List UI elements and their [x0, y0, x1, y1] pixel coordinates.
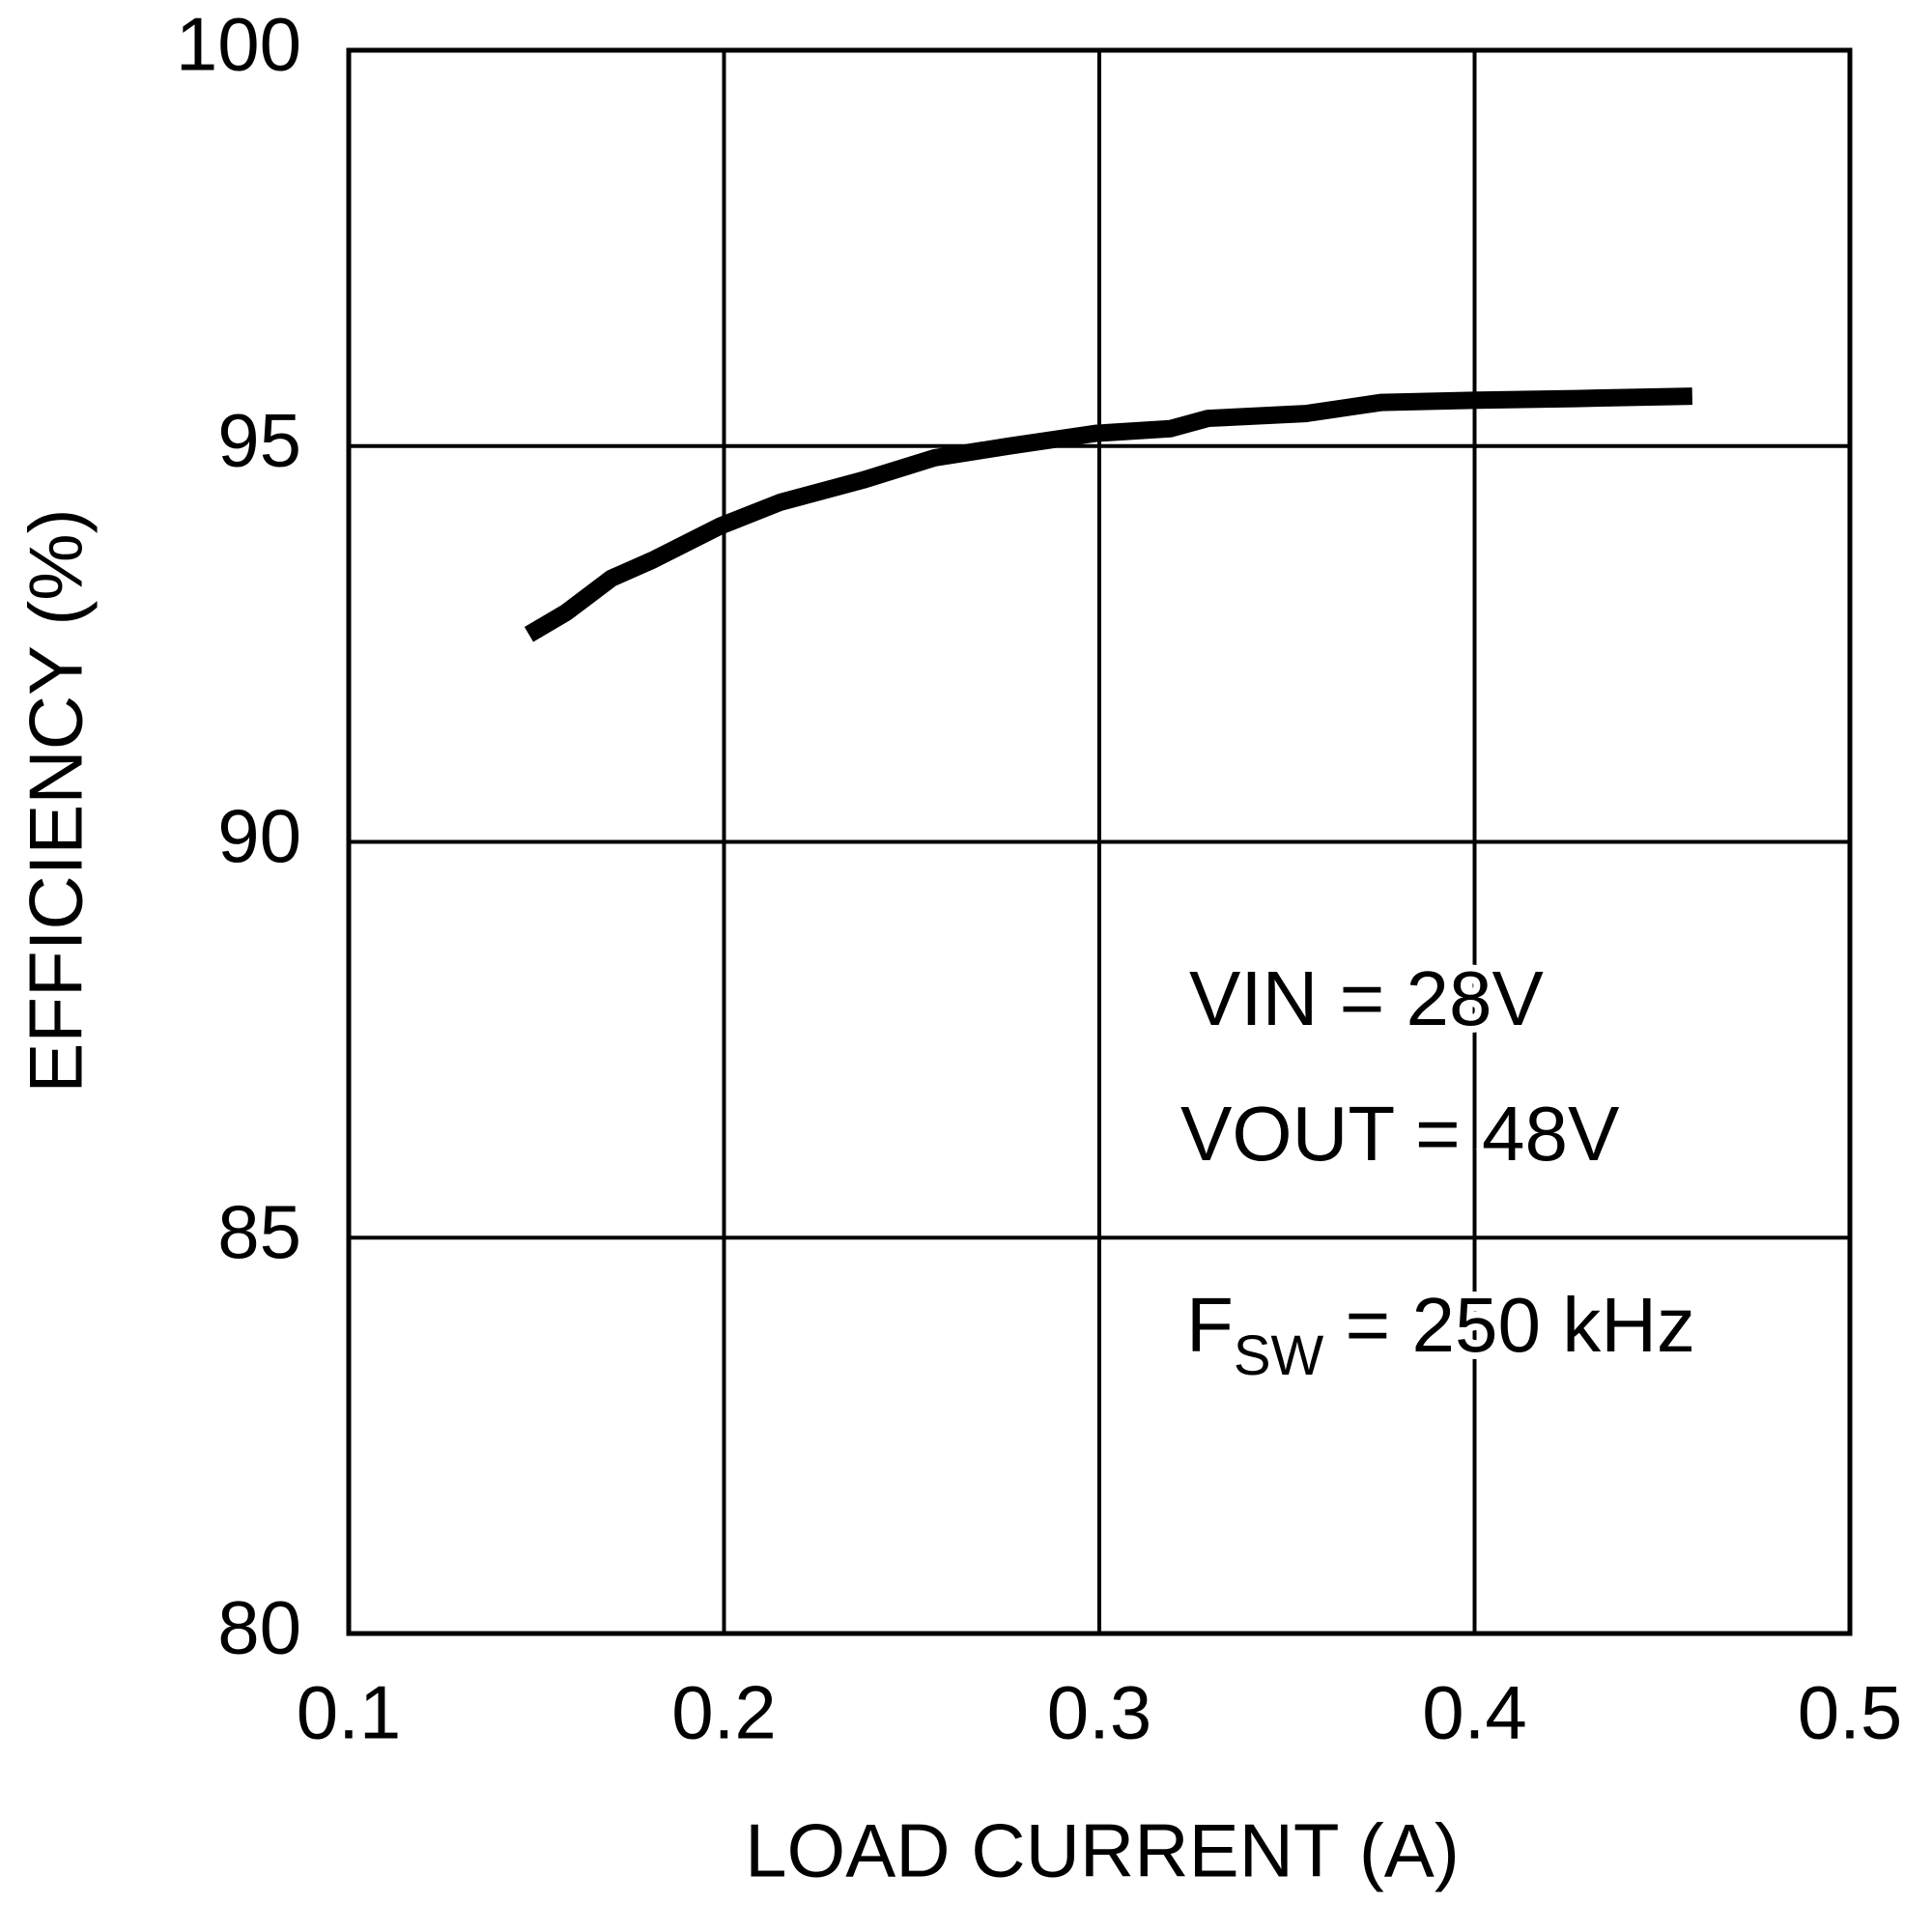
annotation-main: F: [1186, 1282, 1234, 1368]
y-tick-label: 85: [217, 1189, 301, 1274]
annotation: VIN = 28V: [1189, 955, 1545, 1041]
plot-frame: [346, 47, 1853, 1636]
annotation-suffix: = 250 kHz: [1323, 1282, 1695, 1368]
annotation: VOUT = 48V: [1180, 1091, 1620, 1177]
data-line: [524, 387, 1693, 642]
y-tick-label: 100: [176, 2, 301, 87]
annotation-subscript: SW: [1234, 1324, 1324, 1387]
x-tick-label: 0.2: [671, 1670, 776, 1755]
x-tick-label: 0.5: [1798, 1670, 1902, 1755]
x-axis-title: LOAD CURRENT (A): [745, 1808, 1460, 1893]
x-tick-label: 0.1: [297, 1670, 401, 1755]
y-tick-label: 90: [217, 793, 301, 878]
y-tick-label: 80: [217, 1585, 301, 1670]
plot: [524, 387, 1693, 642]
x-tick-label: 0.3: [1047, 1670, 1151, 1755]
grid: [347, 48, 1852, 1635]
x-tick-label: 0.4: [1422, 1670, 1526, 1755]
y-axis-title: EFFICIENCY (%): [14, 508, 99, 1093]
ticks: 80 85 90 95 100 0.1 0.2 0.3 0.4 0.5: [176, 2, 1902, 1755]
y-tick-label: 95: [217, 397, 301, 482]
annotation: FSW = 250 kHz: [1186, 1282, 1695, 1387]
